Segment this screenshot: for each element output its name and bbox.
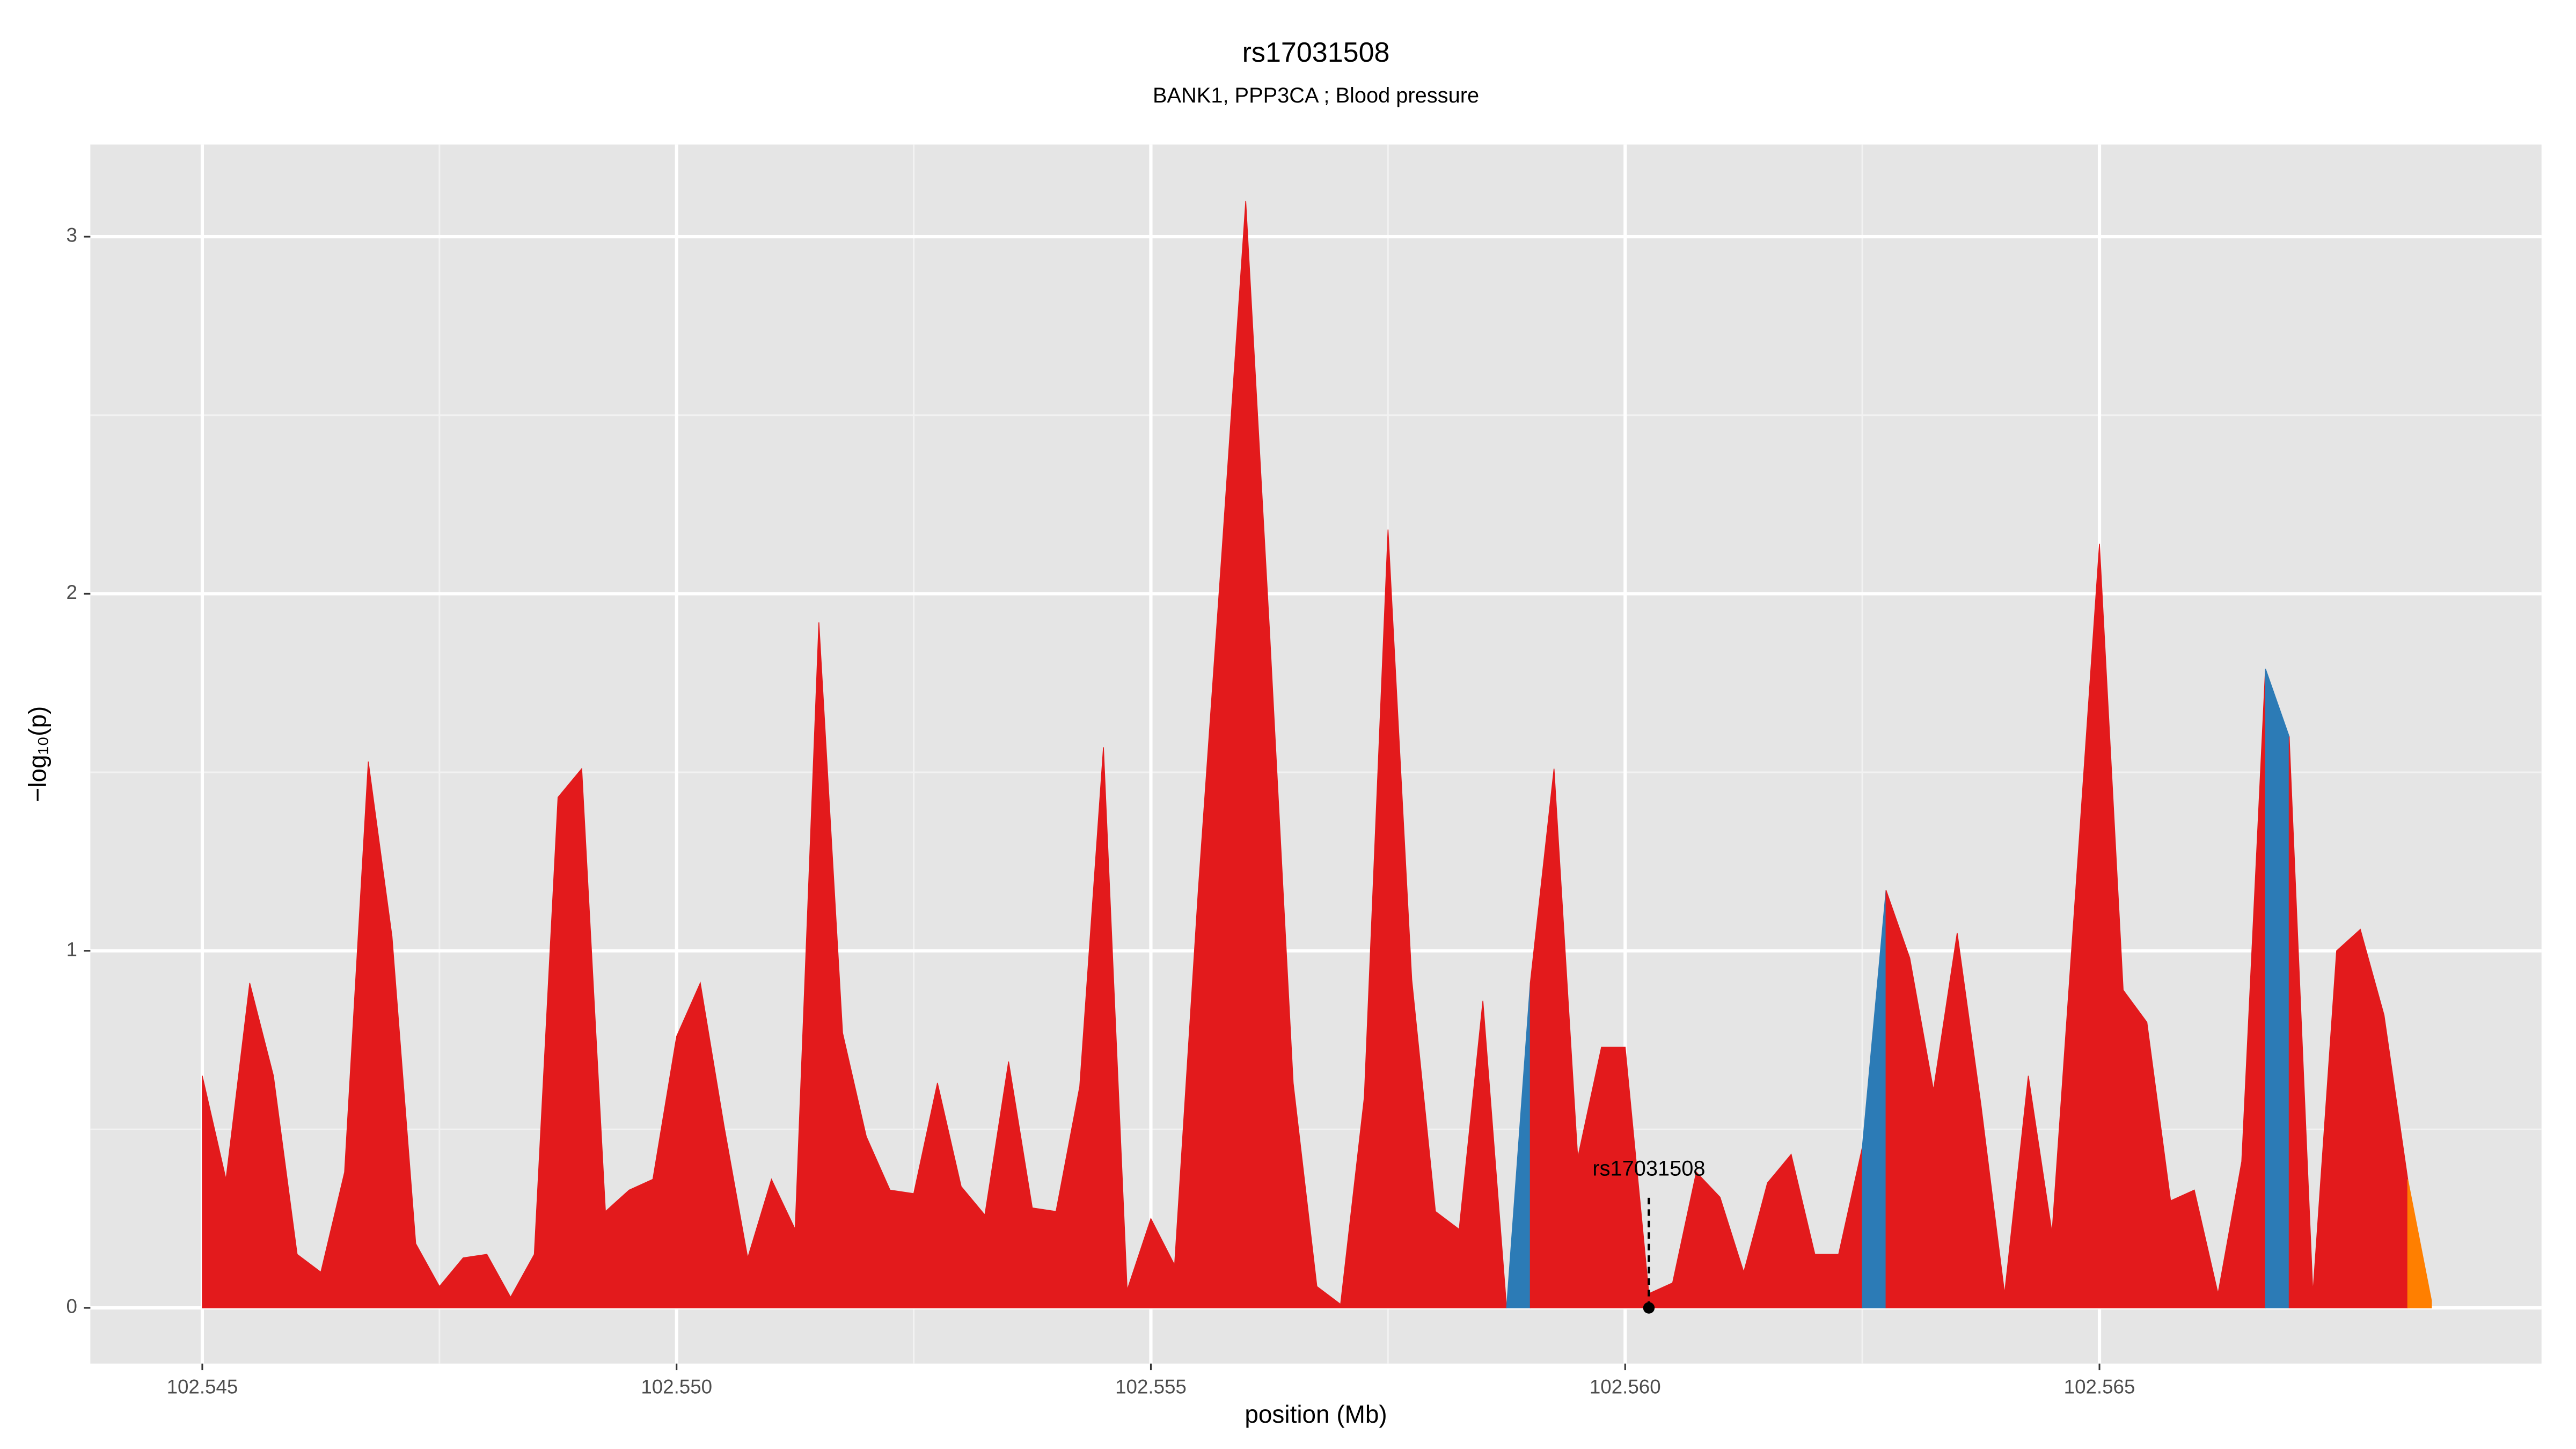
area xyxy=(2265,668,2290,1308)
x-tick-label: 102.550 xyxy=(641,1375,712,1397)
panel xyxy=(90,144,2542,1364)
y-tick-label: 2 xyxy=(66,581,77,603)
area xyxy=(1529,769,1863,1308)
x-axis-title: position (Mb) xyxy=(1245,1400,1387,1428)
overlay: rs17031508 xyxy=(1592,1157,1706,1314)
x-tick-label: 102.545 xyxy=(167,1375,238,1397)
area xyxy=(2407,1179,2432,1308)
x-tick-label: 102.565 xyxy=(2064,1375,2135,1397)
x-tick-label: 102.555 xyxy=(1115,1375,1187,1397)
y-tick-label: 0 xyxy=(66,1296,77,1318)
y-axis-title: −log₁₀(p) xyxy=(24,706,52,802)
y-tick-label: 1 xyxy=(66,938,77,960)
y-tick-label: 3 xyxy=(66,224,77,246)
annotation-label: rs17031508 xyxy=(1592,1157,1705,1180)
annotation-point xyxy=(1643,1302,1655,1314)
chart-title: rs17031508 xyxy=(1242,37,1390,68)
chart-subtitle: BANK1, PPP3CA ; Blood pressure xyxy=(1153,84,1479,107)
x-tick-label: 102.560 xyxy=(1590,1375,1661,1397)
area xyxy=(202,201,1507,1308)
areas xyxy=(202,201,2432,1308)
area xyxy=(1885,544,2266,1308)
